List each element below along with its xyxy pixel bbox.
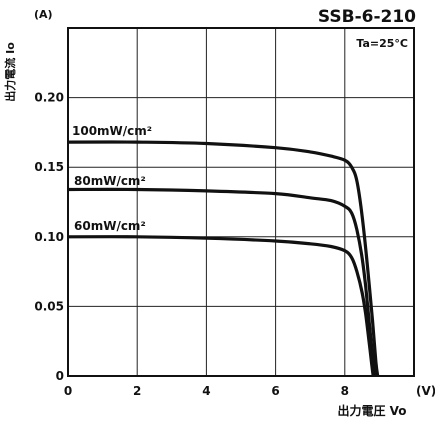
y-tick-label: 0.05 <box>34 299 64 313</box>
y-tick-label: 0.20 <box>34 91 64 105</box>
y-tick-label: 0.15 <box>34 160 64 174</box>
x-axis-title: 出力電圧 Vo <box>337 403 406 418</box>
x-tick-label: 4 <box>202 384 210 398</box>
x-tick-label: 0 <box>64 384 72 398</box>
series-curve-100mw <box>67 140 380 377</box>
plot-frame <box>67 27 415 377</box>
x-tick-label: 2 <box>133 384 141 398</box>
y-axis-title: 出力電流 Io <box>3 42 17 102</box>
y-tick-label: 0.10 <box>34 230 64 244</box>
series-curve-60mw <box>67 235 375 377</box>
chart-title: SSB-6-210 <box>318 7 416 27</box>
x-tick-label: 8 <box>341 384 349 398</box>
series-curves <box>67 140 380 377</box>
x-unit-label: (V) <box>416 384 435 398</box>
grid-lines <box>68 28 414 376</box>
x-tick-labels: 0 2 4 6 8 <box>64 384 349 398</box>
x-tick-label: 6 <box>271 384 279 398</box>
series-label-60: 60mW/cm² <box>74 219 146 233</box>
series-label-80: 80mW/cm² <box>74 174 146 188</box>
y-unit-label: (A) <box>34 8 53 21</box>
series-curve-80mw <box>67 187 377 377</box>
condition-label: Ta=25°C <box>356 37 408 50</box>
series-label-100: 100mW/cm² <box>72 124 152 138</box>
y-tick-labels: 0 0.05 0.10 0.15 0.20 <box>34 91 64 383</box>
y-tick-label: 0 <box>56 369 64 383</box>
